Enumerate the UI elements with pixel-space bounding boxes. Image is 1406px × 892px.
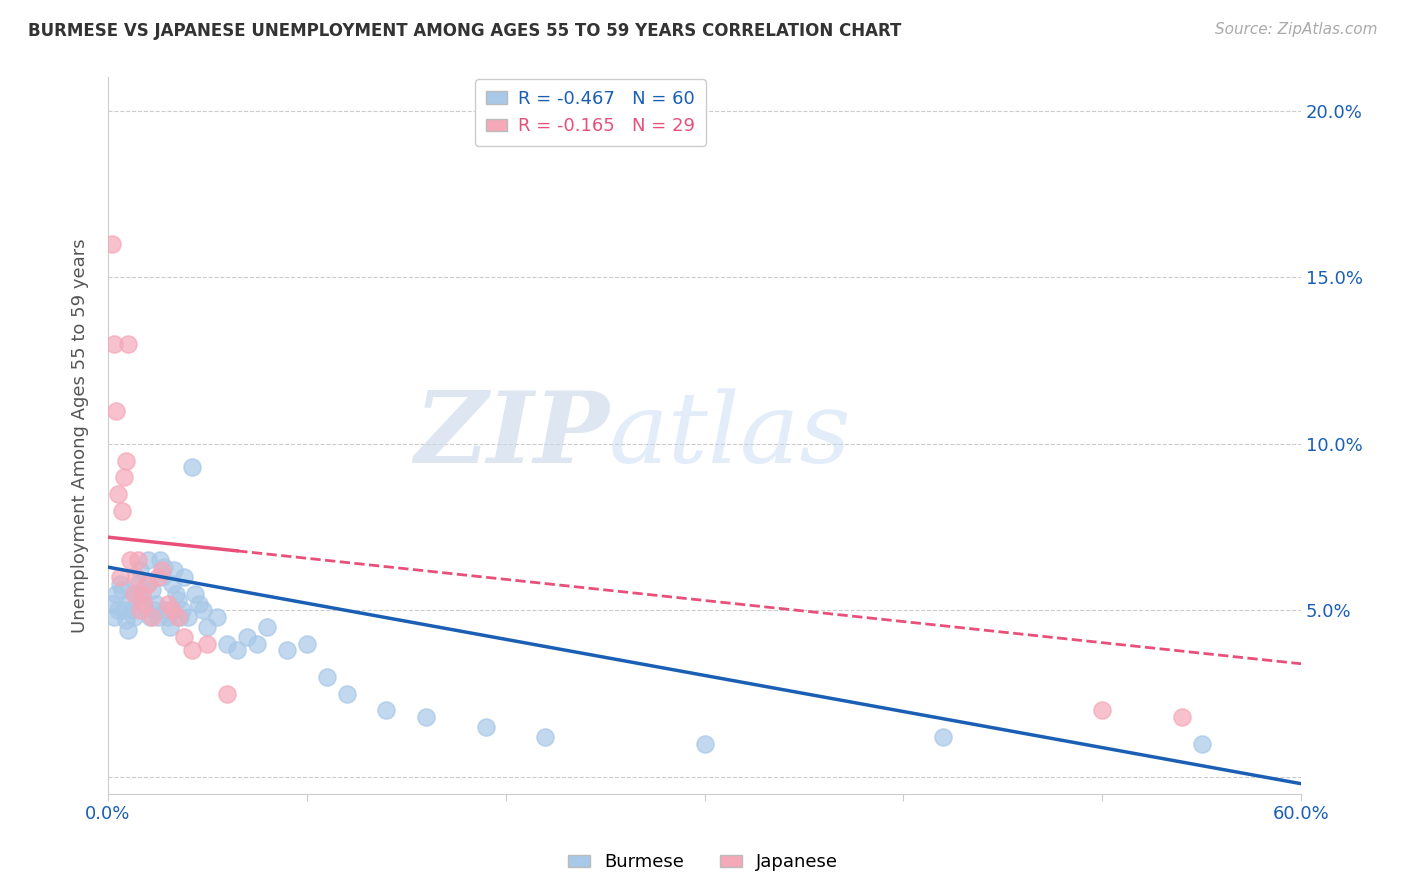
Point: [132, 597, 155, 611]
Point: [155, 603, 177, 617]
Point: [141, 583, 163, 598]
Point: [131, 587, 153, 601]
Point: [107, 603, 129, 617]
Point: [226, 643, 249, 657]
Point: [128, 564, 150, 578]
Point: [1170, 710, 1192, 724]
Point: [375, 703, 398, 717]
Point: [104, 587, 127, 601]
Point: [139, 610, 162, 624]
Point: [118, 553, 141, 567]
Point: [132, 597, 155, 611]
Point: [145, 597, 167, 611]
Point: [188, 597, 211, 611]
Point: [180, 460, 202, 475]
Legend: R = -0.467   N = 60, R = -0.165   N = 29: R = -0.467 N = 60, R = -0.165 N = 29: [475, 79, 706, 146]
Point: [197, 637, 219, 651]
Point: [128, 603, 150, 617]
Point: [166, 593, 188, 607]
Point: [159, 620, 181, 634]
Point: [135, 576, 157, 591]
Text: Source: ZipAtlas.com: Source: ZipAtlas.com: [1215, 22, 1378, 37]
Point: [103, 610, 125, 624]
Point: [115, 453, 138, 467]
Point: [217, 687, 239, 701]
Point: [127, 576, 149, 591]
Point: [150, 570, 173, 584]
Point: [111, 503, 134, 517]
Point: [180, 643, 202, 657]
Point: [112, 470, 135, 484]
Point: [142, 603, 165, 617]
Text: ZIP: ZIP: [413, 387, 609, 483]
Point: [108, 576, 131, 591]
Point: [112, 603, 135, 617]
Point: [193, 603, 215, 617]
Point: [136, 553, 159, 567]
Point: [170, 603, 193, 617]
Point: [117, 624, 139, 638]
Point: [246, 637, 269, 651]
Point: [121, 603, 143, 617]
Point: [160, 603, 183, 617]
Point: [127, 553, 149, 567]
Point: [173, 630, 195, 644]
Point: [146, 570, 169, 584]
Point: [122, 610, 145, 624]
Point: [104, 403, 127, 417]
Legend: Burmese, Japanese: Burmese, Japanese: [561, 847, 845, 879]
Point: [207, 610, 229, 624]
Point: [236, 630, 259, 644]
Point: [1091, 703, 1114, 717]
Point: [315, 670, 337, 684]
Point: [136, 576, 159, 591]
Point: [156, 597, 179, 611]
Point: [118, 593, 141, 607]
Point: [166, 610, 188, 624]
Point: [122, 587, 145, 601]
Point: [176, 610, 198, 624]
Point: [475, 720, 498, 734]
Point: [108, 570, 131, 584]
Point: [197, 620, 219, 634]
Point: [169, 610, 191, 624]
Point: [932, 730, 955, 744]
Text: atlas: atlas: [609, 388, 852, 483]
Text: BURMESE VS JAPANESE UNEMPLOYMENT AMONG AGES 55 TO 59 YEARS CORRELATION CHART: BURMESE VS JAPANESE UNEMPLOYMENT AMONG A…: [28, 22, 901, 40]
Point: [415, 710, 437, 724]
Point: [217, 637, 239, 651]
Point: [295, 637, 318, 651]
Point: [141, 610, 163, 624]
Point: [101, 597, 124, 611]
Point: [150, 564, 173, 578]
Point: [125, 587, 148, 601]
Point: [534, 730, 557, 744]
Point: [146, 610, 169, 624]
Point: [152, 560, 174, 574]
Point: [1191, 737, 1213, 751]
Point: [693, 737, 716, 751]
Point: [131, 587, 153, 601]
Point: [111, 583, 134, 598]
Point: [156, 610, 179, 624]
Point: [184, 587, 207, 601]
Point: [115, 614, 138, 628]
Point: [173, 570, 195, 584]
Point: [149, 553, 172, 567]
Point: [125, 570, 148, 584]
Point: [276, 643, 298, 657]
Point: [162, 564, 184, 578]
Point: [336, 687, 359, 701]
Y-axis label: Unemployment Among Ages 55 to 59 years: Unemployment Among Ages 55 to 59 years: [72, 238, 89, 632]
Point: [101, 237, 124, 252]
Point: [103, 337, 125, 351]
Point: [160, 576, 183, 591]
Point: [256, 620, 278, 634]
Point: [165, 587, 187, 601]
Point: [117, 337, 139, 351]
Point: [107, 487, 129, 501]
